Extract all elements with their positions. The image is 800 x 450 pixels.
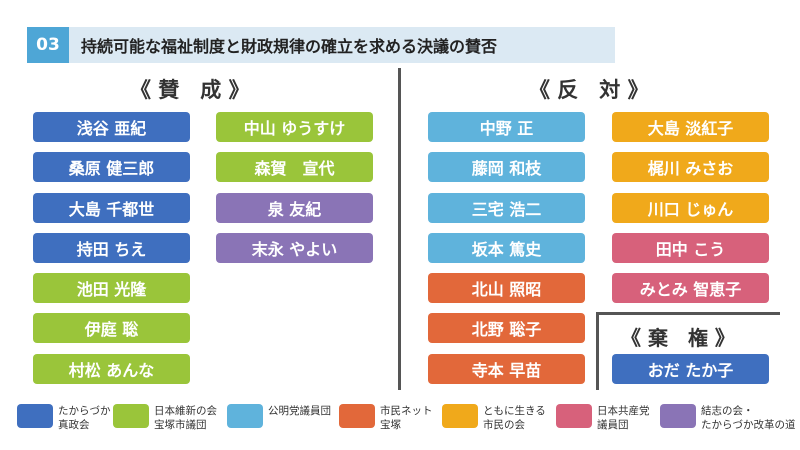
yes-member-pill: 森賀 宣代: [216, 152, 373, 182]
no-member-pill: 藤岡 和枝: [428, 152, 585, 182]
yes-member-pill: 村松 あんな: [33, 354, 190, 384]
legend-label: 日本共産党 議員団: [597, 405, 650, 431]
page-title: 持続可能な福祉制度と財政規律の確立を求める決議の賛否: [81, 37, 498, 56]
legend-item: 日本維新の会 宝塚市議団: [113, 404, 217, 432]
legend-item: ともに生きる 市民の会: [442, 404, 546, 432]
yes-member-pill: 大島 千都世: [33, 193, 190, 223]
title-banner: 03 持続可能な福祉制度と財政規律の確立を求める決議の賛否: [27, 27, 615, 63]
abstain-member-pill: おだ たか子: [612, 354, 769, 384]
legend-label: 市民ネット 宝塚: [380, 405, 433, 431]
legend-swatch: [339, 404, 375, 428]
yes-heading: 《 賛 成 》: [130, 78, 250, 102]
no-member-pill: 寺本 早苗: [428, 354, 585, 384]
abstain-divider-vertical: [596, 312, 599, 390]
legend-item: たからづか 真政会: [17, 404, 111, 432]
yes-member-pill: 桑原 健三郎: [33, 152, 190, 182]
yes-member-pill: 伊庭 聡: [33, 313, 190, 343]
legend-swatch: [556, 404, 592, 428]
yes-member-pill: 浅谷 亜紀: [33, 112, 190, 142]
legend-label: 公明党議員団: [268, 405, 331, 417]
yes-member-pill: 泉 友紀: [216, 193, 373, 223]
legend-label: 結志の会・ たからづか改革の道: [701, 405, 796, 431]
legend-label: たからづか 真政会: [58, 405, 111, 431]
center-divider: [398, 68, 401, 390]
yes-member-pill: 中山 ゆうすけ: [216, 112, 373, 142]
section-number: 03: [27, 27, 69, 63]
no-heading: 《 反 対 》: [529, 78, 649, 102]
no-member-pill: 北山 照昭: [428, 273, 585, 303]
no-member-pill: 坂本 篤史: [428, 233, 585, 263]
legend-swatch: [17, 404, 53, 428]
legend-swatch: [227, 404, 263, 428]
abstain-divider-horizontal: [596, 312, 780, 315]
abstain-heading: 《 棄 権 》: [621, 326, 735, 350]
no-member-pill: 川口 じゅん: [612, 193, 769, 223]
legend-swatch: [660, 404, 696, 428]
no-member-pill: 三宅 浩二: [428, 193, 585, 223]
no-member-pill: 大島 淡紅子: [612, 112, 769, 142]
legend-item: 市民ネット 宝塚: [339, 404, 433, 432]
yes-member-pill: 持田 ちえ: [33, 233, 190, 263]
legend-swatch: [113, 404, 149, 428]
no-member-pill: 梶川 みさお: [612, 152, 769, 182]
legend-item: 公明党議員団: [227, 404, 331, 428]
legend-item: 結志の会・ たからづか改革の道: [660, 404, 796, 432]
yes-member-pill: 池田 光隆: [33, 273, 190, 303]
legend-item: 日本共産党 議員団: [556, 404, 650, 432]
no-member-pill: 田中 こう: [612, 233, 769, 263]
no-member-pill: みとみ 智恵子: [612, 273, 769, 303]
no-member-pill: 北野 聡子: [428, 313, 585, 343]
yes-member-pill: 末永 やよい: [216, 233, 373, 263]
no-member-pill: 中野 正: [428, 112, 585, 142]
legend-swatch: [442, 404, 478, 428]
legend-label: 日本維新の会 宝塚市議団: [154, 405, 217, 431]
legend-label: ともに生きる 市民の会: [483, 405, 546, 431]
